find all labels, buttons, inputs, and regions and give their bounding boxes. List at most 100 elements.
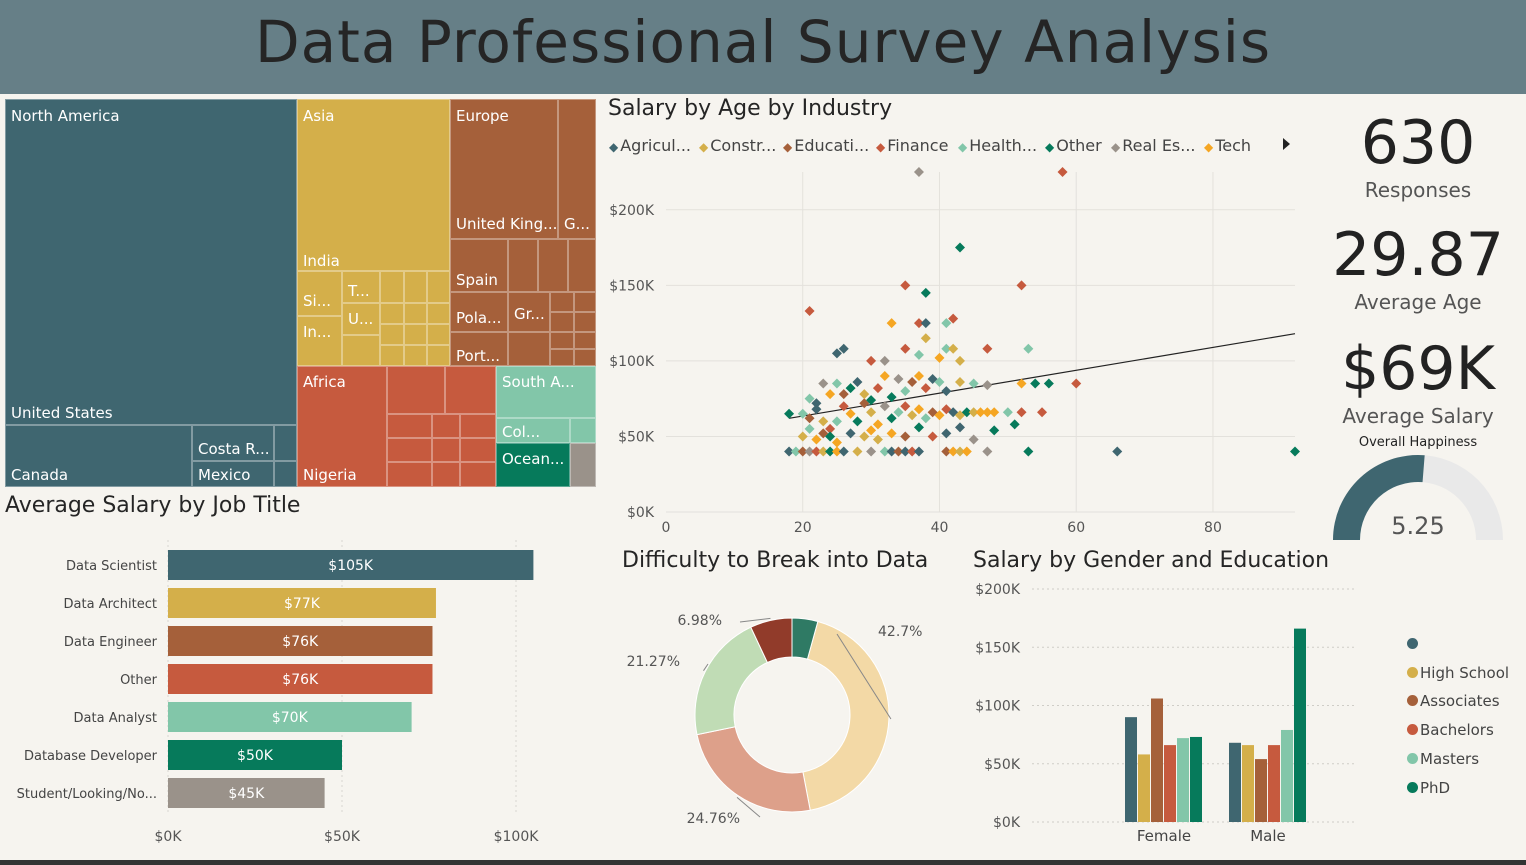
treemap-united-states[interactable] [5, 99, 297, 425]
gender-legend-item[interactable]: High School [1407, 664, 1509, 682]
treemap-canada[interactable] [5, 425, 192, 487]
treemap-oceania[interactable] [496, 443, 570, 487]
treemap-asia-small[interactable] [404, 345, 427, 366]
treemap-asia-small[interactable] [380, 303, 404, 324]
scatter-point [920, 287, 931, 298]
treemap-eu-small[interactable] [550, 332, 574, 349]
scatter-point [982, 343, 993, 354]
treemap-africa-small[interactable] [387, 366, 445, 414]
gauge-value: 5.25 [1391, 512, 1444, 540]
scatter-point [852, 446, 863, 457]
scatter-legend-item[interactable]: ◆ Other [1045, 136, 1102, 155]
treemap-eu-small[interactable] [550, 349, 574, 366]
treemap-africa-small[interactable] [387, 414, 432, 438]
scatter-legend-item[interactable]: ◆ Agricul... [609, 136, 691, 155]
treemap-portugal[interactable] [450, 332, 508, 366]
treemap-asia-small[interactable] [404, 303, 427, 324]
gender-legend-item[interactable] [1407, 635, 1420, 653]
treemap-asia-small[interactable] [380, 345, 404, 366]
gender-legend-label: Masters [1420, 749, 1480, 768]
scatter-point [913, 318, 924, 329]
treemap-poland[interactable] [450, 292, 508, 332]
treemap-eu-small[interactable] [568, 239, 596, 292]
scatter-x-tick: 0 [662, 520, 671, 536]
treemap-africa-small[interactable] [432, 414, 460, 438]
bar [168, 588, 436, 618]
gender-legend-item[interactable]: Associates [1407, 692, 1500, 710]
treemap-asia-small[interactable] [427, 271, 450, 303]
bar-data-label: $45K [228, 786, 265, 802]
treemap-africa-small[interactable] [387, 438, 432, 462]
legend-dot-icon [1407, 752, 1418, 764]
legend-next-arrow[interactable] [1283, 138, 1290, 150]
treemap-africa-small[interactable] [432, 462, 460, 487]
treemap-asia-in[interactable] [297, 316, 342, 366]
treemap-eu-small[interactable] [550, 312, 574, 332]
gender-bar [1125, 717, 1137, 822]
treemap-africa-small[interactable] [432, 438, 460, 462]
treemap-other[interactable] [570, 443, 596, 487]
treemap-asia-t[interactable] [342, 271, 380, 303]
bar-x-tick: $0K [155, 829, 183, 845]
treemap-africa-small[interactable] [460, 414, 496, 438]
average-age-label: Average Age [1354, 290, 1482, 314]
treemap-eu-small[interactable] [508, 239, 538, 292]
treemap-asia-small[interactable] [380, 324, 404, 345]
donut-leader-line [739, 617, 771, 623]
treemap-label-si: Si... [303, 292, 331, 310]
scatter-legend-item[interactable]: ◆ Tech [1204, 136, 1251, 155]
treemap-asia-small[interactable] [427, 345, 450, 366]
scatter-legend-item[interactable]: ◆ Finance [876, 136, 948, 155]
treemap-sa-small[interactable] [570, 418, 596, 443]
treemap-label-t: T... [348, 282, 370, 300]
gender-legend-label: PhD [1420, 778, 1451, 797]
treemap-na-small-1[interactable] [274, 425, 297, 461]
treemap-nigeria[interactable] [297, 366, 387, 487]
treemap-south-america[interactable] [496, 366, 596, 418]
scatter-point [804, 393, 815, 404]
treemap-asia-small[interactable] [427, 303, 450, 324]
treemap-asia-u[interactable] [342, 303, 380, 335]
treemap-eu-small[interactable] [508, 332, 550, 366]
treemap-eu-small[interactable] [574, 312, 596, 332]
treemap-eu-small[interactable] [550, 292, 574, 312]
scatter-point [825, 423, 836, 434]
gender-legend-item[interactable]: Masters [1407, 750, 1479, 768]
bar-category-label: Data Architect [64, 597, 157, 612]
scatter-point [934, 377, 945, 388]
treemap-africa-small[interactable] [387, 462, 432, 487]
treemap-greece[interactable] [508, 292, 550, 332]
gender-legend-item[interactable]: Bachelors [1407, 721, 1494, 739]
treemap-eu-small[interactable] [538, 239, 568, 292]
treemap-asia-small[interactable] [342, 335, 380, 366]
treemap-asia-small[interactable] [404, 324, 427, 345]
responses-value: 630 [1360, 108, 1476, 178]
treemap-eu-small[interactable] [574, 332, 596, 349]
treemap-africa-small[interactable] [460, 462, 496, 487]
scatter-point [879, 401, 890, 412]
treemap-asia-small[interactable] [427, 324, 450, 345]
scatter-legend-item[interactable]: ◆ Educati... [783, 136, 869, 155]
scatter-point [825, 431, 836, 442]
scatter-legend-item[interactable]: ◆ Health... [958, 136, 1037, 155]
treemap-asia-small[interactable] [404, 271, 427, 303]
treemap-costa-rica[interactable] [192, 425, 274, 461]
treemap-africa-small[interactable] [445, 366, 496, 414]
treemap-asia-si[interactable] [297, 271, 342, 316]
treemap-africa-small[interactable] [460, 438, 496, 462]
treemap-eu-small[interactable] [574, 292, 596, 312]
treemap-united-kingdom[interactable] [450, 99, 558, 239]
gender-legend-item[interactable]: PhD [1407, 779, 1450, 797]
treemap-colombia[interactable] [496, 418, 570, 443]
treemap-germany[interactable] [558, 99, 596, 239]
treemap-eu-small[interactable] [574, 349, 596, 366]
scatter-legend-item[interactable]: ◆ Constr... [699, 136, 776, 155]
treemap-mexico[interactable] [192, 461, 274, 487]
treemap-na-small-2[interactable] [274, 461, 297, 487]
treemap-india[interactable] [297, 99, 450, 271]
treemap-asia-small[interactable] [380, 271, 404, 303]
average-age-value: 29.87 [1332, 220, 1504, 290]
treemap-spain[interactable] [450, 239, 508, 292]
scatter-legend-item[interactable]: ◆ Real Es... [1111, 136, 1196, 155]
scatter-point [948, 343, 959, 354]
